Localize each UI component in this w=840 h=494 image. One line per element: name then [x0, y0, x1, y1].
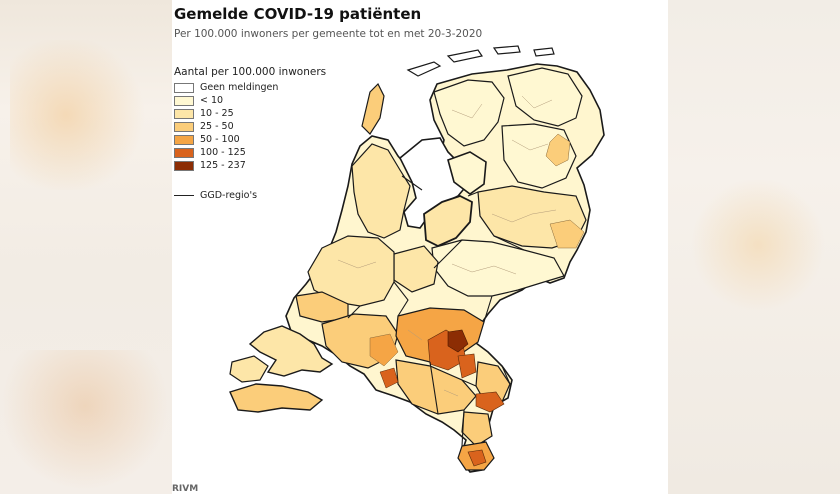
legend-title: Aantal per 100.000 inwoners — [174, 66, 327, 78]
blurred-background-left — [0, 0, 172, 494]
legend-item: Geen meldingen — [174, 81, 326, 94]
legend-ggd-item: GGD-regio's — [174, 190, 326, 201]
legend-swatch — [174, 160, 194, 171]
friesland-region — [433, 79, 505, 147]
legend-item: < 10 — [174, 94, 326, 107]
legend-swatch — [174, 108, 194, 119]
oost-brabant-hotspot — [457, 353, 477, 379]
noord-holland-region — [351, 143, 411, 239]
ggd-border-lines — [347, 175, 525, 447]
legend-label: 10 - 25 — [200, 108, 234, 119]
schiermonnikoog-island — [533, 47, 555, 57]
zuid-limburg-hotspot — [467, 449, 487, 467]
legend-item: 50 - 100 — [174, 133, 326, 146]
flevoland-region — [423, 195, 473, 247]
gelderland-region — [431, 239, 565, 297]
legend-swatch — [174, 121, 194, 132]
noordoostpolder-region — [447, 151, 487, 195]
municipal-borders — [337, 95, 557, 397]
zeeland-region — [248, 325, 334, 377]
legend-ggd-label: GGD-regio's — [200, 190, 258, 201]
legend: Aantal per 100.000 inwoners Geen melding… — [174, 66, 326, 201]
midden-limburg-region — [461, 411, 493, 447]
blurred-background-right — [668, 0, 840, 494]
legend-label: 125 - 237 — [200, 160, 246, 171]
legend-label: 25 - 50 — [200, 121, 234, 132]
map-subtitle: Per 100.000 inwoners per gemeente tot en… — [174, 28, 483, 40]
legend-item: 25 - 50 — [174, 120, 326, 133]
map-title: Gemelde COVID-19 patiënten — [174, 5, 422, 23]
legend-label: 50 - 100 — [200, 134, 240, 145]
terschelling-island — [446, 49, 483, 63]
legend-item: 100 - 125 — [174, 146, 326, 159]
legend-label: Geen meldingen — [200, 82, 279, 93]
groningen-hotspot — [545, 133, 571, 167]
zuid-holland-region — [307, 235, 395, 307]
brabant-dark-area — [379, 367, 399, 389]
ggd-border-line-icon — [174, 195, 194, 196]
zeeuws-vlaanderen-region — [229, 383, 324, 413]
brabant-hotspot-2 — [447, 329, 469, 353]
legend-item: 125 - 237 — [174, 159, 326, 172]
limburg-hotspot — [475, 391, 505, 413]
twente-area — [549, 219, 585, 249]
netherlands-map — [229, 45, 605, 473]
legend-swatch — [174, 95, 194, 106]
legend-swatch — [174, 134, 194, 145]
map-figure: Gemelde COVID-19 patiënten Per 100.000 i… — [172, 0, 668, 494]
groningen-region — [507, 67, 583, 127]
walcheren-region — [229, 355, 269, 383]
legend-swatch — [174, 147, 194, 158]
legend-swatch — [174, 82, 194, 93]
legend-label: 100 - 125 — [200, 147, 246, 158]
legend-item: 10 - 25 — [174, 107, 326, 120]
ameland-island — [492, 45, 521, 55]
texel-island — [361, 82, 385, 135]
vlieland-island — [406, 61, 442, 77]
brabant-orange-area — [369, 333, 399, 367]
source-credit: RIVM — [172, 484, 199, 494]
legend-label: < 10 — [200, 95, 224, 106]
